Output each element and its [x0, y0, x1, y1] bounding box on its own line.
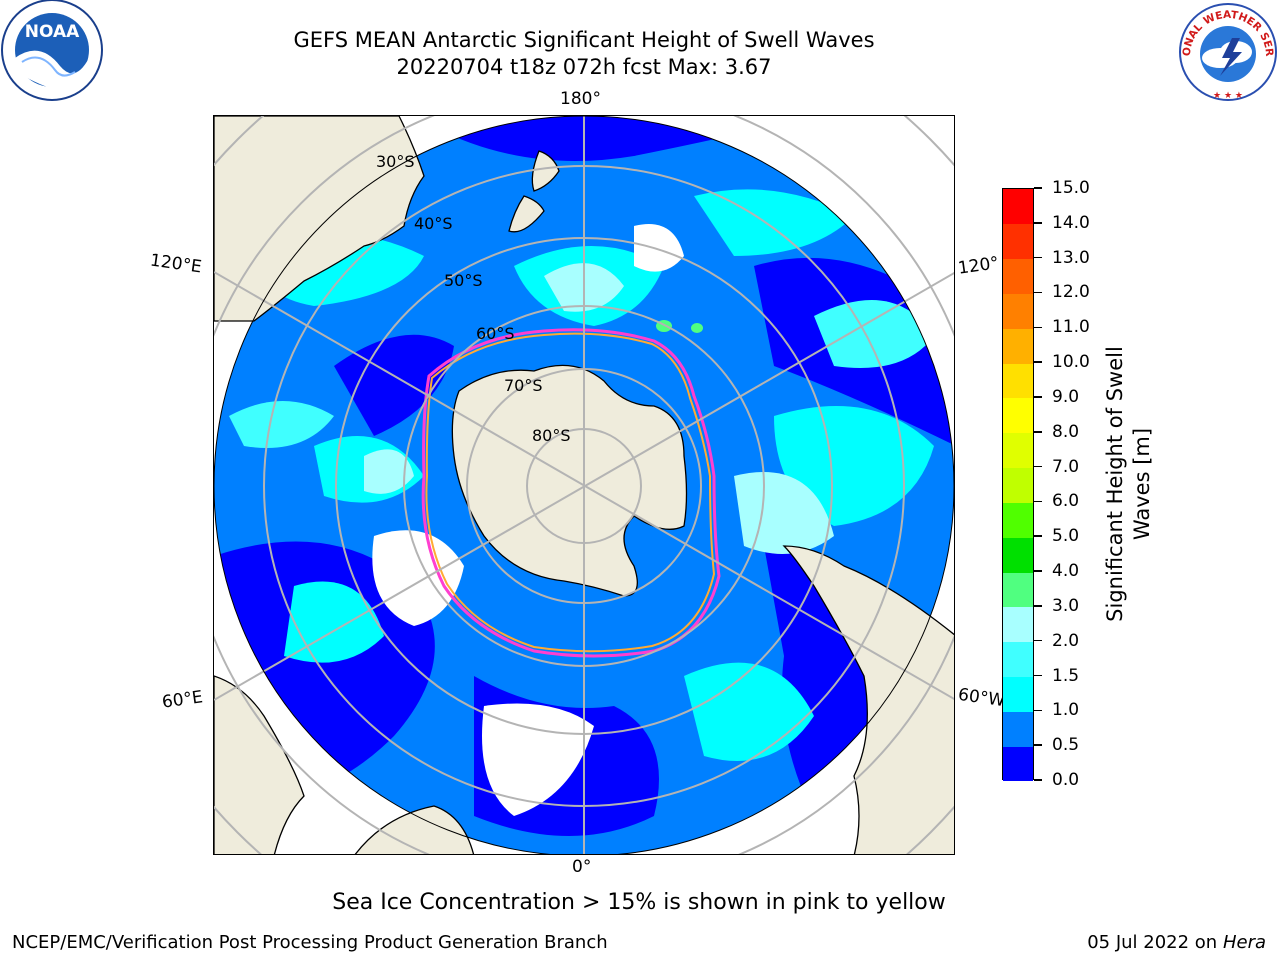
colorbar-segment [1003, 363, 1033, 399]
lon-label-60w: 60°W [956, 684, 1007, 712]
colorbar-tick [1034, 570, 1042, 572]
colorbar-tick [1034, 361, 1042, 363]
colorbar-segment [1003, 397, 1033, 434]
chart-subtitle: 20220704 t18z 072h fcst Max: 3.67 [396, 55, 772, 79]
nws-logo-icon: NATIONAL WEATHER SERVICE ★ ★ ★ [1176, 0, 1277, 101]
lat-label-60s: 60°S [476, 324, 515, 343]
colorbar-segment [1003, 258, 1033, 294]
machine-name: Hera [1222, 932, 1266, 953]
colorbar-tick [1034, 222, 1042, 224]
colorbar-tick-label: 1.0 [1052, 700, 1080, 721]
colorbar-tick [1034, 674, 1042, 677]
date-prefix: 05 Jul 2022 on [1087, 932, 1223, 953]
colorbar-segment [1003, 572, 1033, 608]
colorbar-tick [1034, 535, 1042, 537]
map-panel: 30°S 40°S 50°S 60°S 70°S 80°S [213, 115, 955, 855]
colorbar-segment [1003, 502, 1033, 538]
noaa-logo-text: NOAA [25, 22, 80, 42]
colorbar-segment [1003, 223, 1033, 260]
lon-label-0: 0° [572, 857, 592, 877]
colorbar-tick-label: 15.0 [1052, 178, 1090, 198]
colorbar-tick-label: 0.5 [1052, 735, 1080, 756]
colorbar-tick [1034, 256, 1042, 259]
graticule [214, 116, 954, 854]
colorbar-tick [1034, 465, 1042, 468]
colorbar-segment [1003, 189, 1033, 225]
colorbar-tick [1034, 605, 1042, 607]
colorbar-tick-label: 12.0 [1052, 282, 1090, 303]
svg-text:★ ★ ★: ★ ★ ★ [1213, 91, 1243, 101]
chart-title: GEFS MEAN Antarctic Significant Height o… [293, 28, 875, 52]
lon-label-120w: 120° [956, 253, 1001, 279]
noaa-logo-icon: NOAA [1, 0, 103, 101]
colorbar-tick-label: 2.0 [1052, 630, 1080, 651]
colorbar-tick-label: 8.0 [1052, 421, 1080, 442]
colorbar-tick [1034, 431, 1042, 433]
colorbar-tick [1034, 326, 1042, 329]
colorbar-segment [1003, 293, 1033, 329]
colorbar-tick-label: 5.0 [1052, 526, 1080, 547]
colorbar-segment [1003, 328, 1033, 364]
colorbar-tick [1034, 709, 1042, 712]
colorbar-tick-label: 6.0 [1052, 491, 1080, 512]
colorbar-title: Significant Height of Swell Waves [m] [1103, 346, 1154, 622]
lat-label-30s: 30°S [376, 152, 415, 171]
lon-label-60e: 60°E [160, 687, 205, 713]
lat-label-70s: 70°S [504, 376, 543, 395]
colorbar-tick [1034, 396, 1042, 398]
colorbar-tick-label: 0.0 [1052, 770, 1080, 790]
colorbar-tick-label: 14.0 [1052, 212, 1090, 233]
colorbar-segment [1003, 537, 1033, 573]
lon-label-120e: 120°E [148, 250, 203, 278]
land-masses [214, 116, 954, 854]
colorbar-tick-label: 13.0 [1052, 247, 1090, 268]
colorbar-tick-label: 3.0 [1052, 595, 1080, 616]
colorbar-tick-label: 7.0 [1052, 456, 1080, 477]
colorbar-segment [1003, 676, 1033, 712]
colorbar-tick-label: 10.0 [1052, 352, 1090, 373]
colorbar-segment [1003, 746, 1033, 782]
polar-map [214, 116, 954, 854]
colorbar-tick-label: 4.0 [1052, 561, 1080, 582]
colorbar-segment [1003, 606, 1033, 643]
colorbar-tick [1034, 639, 1042, 642]
colorbar-tick [1034, 500, 1042, 503]
colorbar-segment [1003, 711, 1033, 747]
credit-text: NCEP/EMC/Verification Post Processing Pr… [12, 932, 608, 953]
sea-ice-note: Sea Ice Concentration > 15% is shown in … [332, 890, 946, 915]
colorbar [1002, 188, 1034, 782]
colorbar-tick [1034, 291, 1042, 294]
lon-label-180: 180° [560, 89, 601, 109]
colorbar-tick [1034, 187, 1042, 189]
colorbar-tick [1034, 779, 1042, 781]
colorbar-segment [1003, 432, 1033, 469]
lat-label-80s: 80°S [532, 426, 571, 445]
colorbar-tick-label: 1.5 [1052, 665, 1080, 686]
colorbar-tick [1034, 744, 1042, 746]
colorbar-segment [1003, 641, 1033, 678]
date-text: 05 Jul 2022 on Hera [1087, 932, 1266, 953]
lat-label-40s: 40°S [414, 214, 453, 233]
colorbar-tick-label: 9.0 [1052, 386, 1080, 407]
colorbar-tick-label: 11.0 [1052, 317, 1090, 338]
colorbar-segment [1003, 467, 1033, 503]
lat-label-50s: 50°S [444, 271, 483, 290]
